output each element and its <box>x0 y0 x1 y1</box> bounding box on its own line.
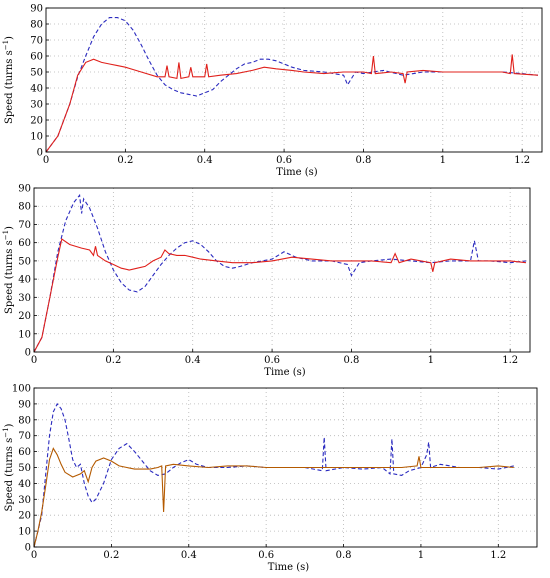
x-tick-label: 0.8 <box>336 550 352 561</box>
y-tick-label: 10 <box>18 329 31 340</box>
y-tick-label: 70 <box>30 36 43 47</box>
chart-panel-2: 0 0.2 0.4 0.6 0.8 1 1.2 0 10 20 30 40 50 60 70 80 90 Time… <box>2 184 531 378</box>
x-tick-label: 0.2 <box>105 355 121 366</box>
y-tick-label: 80 <box>18 415 31 426</box>
x-tick-label: 0.4 <box>197 155 213 166</box>
y-tick-label: 20 <box>18 311 31 322</box>
y-tick-label: 0 <box>25 543 31 554</box>
y-tick-label: 30 <box>18 495 31 506</box>
x-tick-label: 0.6 <box>264 355 280 366</box>
x-tick-label: 1 <box>428 355 434 366</box>
y-tick-label: 50 <box>18 256 31 267</box>
x-tick-label: 0.4 <box>185 355 201 366</box>
y-tick-label: 60 <box>18 447 31 458</box>
x-tick-label: 0.4 <box>181 550 197 561</box>
series-line-solid <box>34 238 527 352</box>
y-tick-label: 40 <box>18 479 31 490</box>
y-tick-label: 70 <box>18 431 31 442</box>
y-tick-label: 100 <box>12 384 31 395</box>
y-tick-label: 50 <box>18 463 31 474</box>
x-tick-label: 0.8 <box>355 155 371 166</box>
chart-panel-1: 0 0.2 0.4 0.6 0.8 1 1.2 0 10 20 30 40 50 60 70 80 90 Time… <box>2 4 543 178</box>
y-tick-label: 10 <box>30 132 43 143</box>
y-tick-label: 70 <box>18 220 31 231</box>
x-tick-label: 0 <box>31 550 37 561</box>
plot-frame <box>33 187 531 353</box>
x-tick-label: 0.8 <box>343 355 359 366</box>
y-axis-label: Speed (turns s−1) <box>2 423 15 511</box>
y-tick-label: 60 <box>30 52 43 63</box>
x-tick-label: 0 <box>31 355 37 366</box>
y-tick-label: 40 <box>18 275 31 286</box>
y-tick-label: 20 <box>18 511 31 522</box>
x-tick-label: 1 <box>440 155 446 166</box>
y-tick-label: 0 <box>25 348 31 359</box>
series-line-dashed <box>34 193 527 352</box>
y-tick-label: 10 <box>18 527 31 538</box>
x-tick-label: 1.2 <box>490 550 506 561</box>
y-tick-label: 20 <box>30 116 43 127</box>
y-axis-label: Speed (turns s−1) <box>2 226 15 314</box>
x-tick-label: 0.6 <box>258 550 274 561</box>
series-line-dashed <box>34 402 514 547</box>
y-tick-label: 90 <box>30 4 43 15</box>
y-tick-label: 60 <box>18 238 31 249</box>
y-tick-label: 30 <box>30 100 43 111</box>
series-line-dashed <box>46 17 539 152</box>
y-tick-label: 80 <box>18 202 31 213</box>
x-tick-label: 0.2 <box>103 550 119 561</box>
y-tick-label: 0 <box>37 148 43 159</box>
series-line-solid <box>34 447 514 547</box>
x-tick-label: 1 <box>418 550 424 561</box>
y-tick-label: 30 <box>18 293 31 304</box>
y-axis-label: Speed (turns s−1) <box>2 36 15 124</box>
x-tick-label: 0.2 <box>117 155 133 166</box>
y-tick-label: 40 <box>30 84 43 95</box>
y-tick-label: 80 <box>30 20 43 31</box>
plot-frame <box>45 7 543 153</box>
x-tick-label: 0 <box>43 155 49 166</box>
x-axis-label: Time (s) <box>268 562 309 573</box>
x-axis-label: Time (s) <box>276 167 317 178</box>
x-tick-label: 1.2 <box>502 355 518 366</box>
y-tick-label: 90 <box>18 184 31 195</box>
y-tick-label: 90 <box>18 399 31 410</box>
chart-panel-3: 0 0.2 0.4 0.6 0.8 1 1.2 0 10 20 30 40 50 60 70 80 90 100 T… <box>2 384 538 573</box>
x-tick-label: 0.6 <box>276 155 292 166</box>
y-tick-label: 50 <box>30 68 43 79</box>
series-line-solid <box>46 54 539 152</box>
x-axis-label: Time (s) <box>264 367 305 378</box>
x-tick-label: 1.2 <box>514 155 530 166</box>
